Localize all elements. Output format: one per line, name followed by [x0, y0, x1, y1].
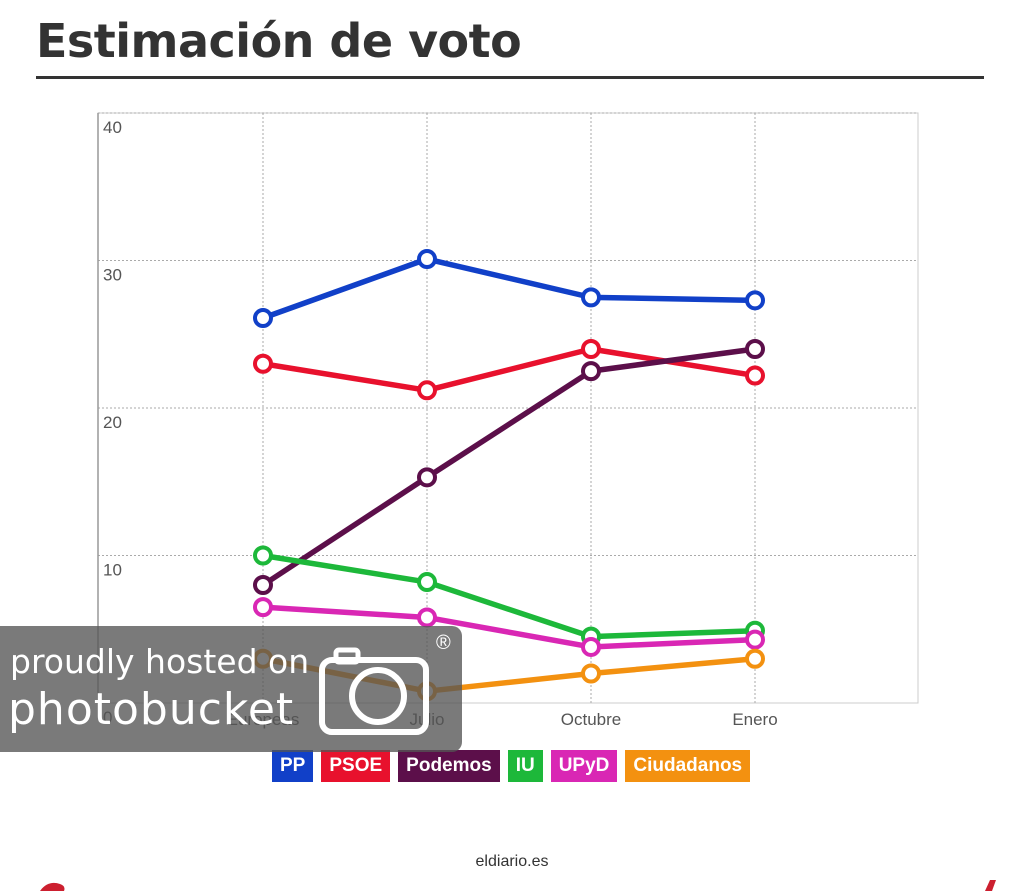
y-tick-label: 20	[103, 413, 122, 432]
data-point-podemos	[417, 467, 437, 488]
data-point-ciudadanos	[745, 648, 765, 669]
watermark-text-top: proudly hosted on	[10, 642, 310, 681]
data-point-pp	[253, 308, 273, 329]
data-point-upyd	[745, 629, 765, 650]
series-layer	[253, 249, 765, 702]
photobucket-watermark: proudly hosted on photobucket ®	[0, 626, 462, 752]
data-point-iu	[253, 545, 273, 566]
data-point-podemos	[581, 361, 601, 382]
data-point-upyd	[581, 636, 601, 657]
x-tick-label: Octubre	[561, 710, 621, 729]
camera-icon	[319, 647, 429, 735]
data-point-psoe	[253, 353, 273, 374]
series-line-podemos	[260, 346, 758, 588]
legend-item-pp: PP	[272, 750, 314, 782]
registered-mark: ®	[436, 632, 451, 654]
data-point-upyd	[253, 597, 273, 618]
y-tick-label: 40	[103, 118, 122, 137]
y-tick-label: 30	[103, 266, 122, 285]
series-line-iu	[260, 552, 758, 640]
watermark-text-brand: photobucket	[8, 684, 295, 735]
chart-legend: PP PSOE Podemos IU UPyD Ciudadanos	[272, 750, 751, 782]
data-point-psoe	[417, 380, 437, 401]
legend-item-upyd: UPyD	[550, 750, 618, 782]
data-point-upyd	[417, 607, 437, 628]
series-line-psoe	[260, 346, 758, 394]
legend-item-iu: IU	[507, 750, 543, 782]
data-point-pp	[581, 287, 601, 308]
series-line-upyd	[260, 604, 758, 650]
y-tick-label: 10	[103, 561, 122, 580]
chart-title: Estimación de voto	[36, 14, 522, 68]
data-point-psoe	[745, 365, 765, 386]
data-point-podemos	[745, 339, 765, 359]
grid-layer	[97, 112, 919, 704]
source-label: eldiario.es	[475, 853, 549, 870]
data-point-podemos	[253, 575, 273, 595]
x-tick-label: Enero	[732, 710, 777, 729]
legend-item-podemos: Podemos	[398, 750, 500, 782]
data-point-ciudadanos	[581, 663, 601, 684]
series-line-pp	[260, 256, 758, 321]
data-point-iu	[417, 572, 437, 593]
data-point-pp	[745, 290, 765, 311]
title-divider	[36, 76, 984, 79]
data-point-pp	[417, 249, 437, 270]
legend-item-psoe: PSOE	[321, 750, 391, 782]
legend-item-ciudadanos: Ciudadanos	[625, 750, 751, 782]
bottom-decoration	[40, 880, 996, 891]
data-point-psoe	[581, 339, 601, 359]
